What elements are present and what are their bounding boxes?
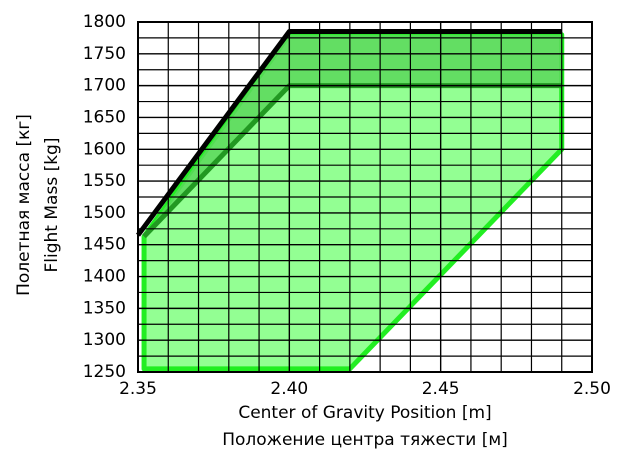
y-tick-label: 1800 [83,12,126,32]
y-tick-label: 1400 [83,267,126,287]
y-tick-label: 1350 [83,298,126,318]
plot-border [137,21,593,373]
y-tick-label: 1600 [83,139,126,159]
y-tick-label: 1650 [83,107,126,127]
y-tick-label: 1550 [83,171,126,191]
y-tick-label: 1500 [83,203,126,223]
y-tick-label: 1750 [83,44,126,64]
x-tick-label: 2.40 [270,379,308,399]
x-axis-label: Center of Gravity Position [m] [238,403,491,423]
y-axis-label-secondary: Полетная масса [кг] [14,114,34,296]
x-tick-label: 2.45 [422,379,460,399]
y-tick-label: 1250 [83,362,126,382]
x-tick-label: 2.50 [573,379,611,399]
y-tick-label: 1700 [83,76,126,96]
x-tick-label: 2.35 [119,379,157,399]
y-tick-label: 1450 [83,235,126,255]
y-axis-label: Flight Mass [kg] [42,138,62,273]
y-tick-label: 1300 [83,330,126,350]
x-axis-label-secondary: Положение центра тяжести [м] [222,430,508,450]
